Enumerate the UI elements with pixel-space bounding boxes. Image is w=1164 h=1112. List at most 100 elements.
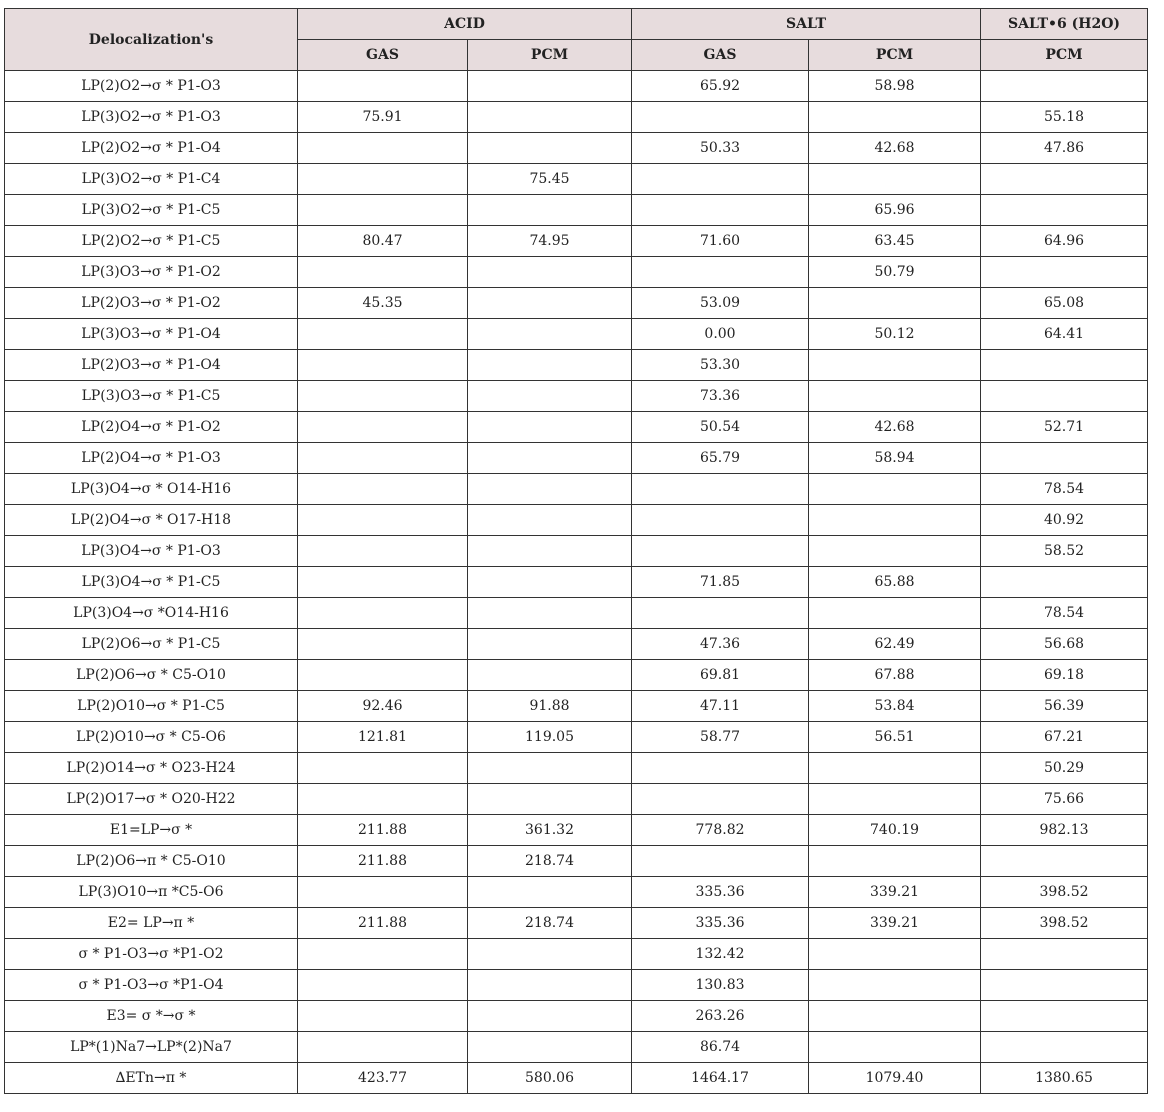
salt-pcm-cell: [808, 163, 982, 195]
acid-pcm-cell: [466, 752, 633, 784]
salt-pcm-cell: [808, 287, 982, 319]
salt-gas-cell: 778.82: [631, 814, 810, 846]
delocalization-label: LP(3)O4→σ *O14-H16: [4, 597, 298, 629]
acid-gas-cell: 211.88: [297, 814, 468, 846]
salt-pcm-cell: 1079.40: [808, 1062, 982, 1094]
acid-pcm-cell: [466, 442, 633, 474]
acid-gas-cell: [297, 318, 468, 350]
salt-hydrate-pcm-cell: 56.68: [980, 628, 1149, 660]
delocalization-label: LP(2)O4→σ * P1-O3: [4, 442, 298, 474]
salt-pcm-cell: [808, 783, 982, 815]
delocalization-label: LP(2)O17→σ * O20-H22: [4, 783, 298, 815]
salt-hydrate-pcm-cell: 56.39: [980, 690, 1149, 722]
salt-gas-cell: [631, 783, 810, 815]
acid-gas-cell: [297, 752, 468, 784]
acid-pcm-cell: [466, 566, 633, 598]
salt-hydrate-pcm-cell: 65.08: [980, 287, 1149, 319]
delocalization-label: LP(3)O3→σ * P1-C5: [4, 380, 298, 412]
delocalization-label: LP(2)O2→σ * P1-O3: [4, 70, 298, 102]
salt-hydrate-pcm-cell: [980, 938, 1149, 970]
salt-gas-cell: 53.30: [631, 349, 810, 381]
acid-pcm-cell: 91.88: [466, 690, 633, 722]
salt-gas-cell: 47.11: [631, 690, 810, 722]
acid-gas-cell: [297, 659, 468, 691]
table-row: ∆ETn→π * 423.77 580.06 1464.17 1079.40 1380.6…: [4, 1062, 1149, 1094]
salt-hydrate-pcm-cell: 75.66: [980, 783, 1149, 815]
acid-gas-cell: [297, 132, 468, 164]
acid-pcm-cell: [466, 659, 633, 691]
table-row: LP(2)O10→σ * P1-C5 92.46 91.88 47.11 53.84 56…: [4, 690, 1149, 722]
acid-pcm-cell: [466, 70, 633, 102]
acid-gas-cell: 92.46: [297, 690, 468, 722]
delocalization-label: LP(2)O10→σ * P1-C5: [4, 690, 298, 722]
header-acid-pcm: PCM: [466, 39, 633, 71]
acid-pcm-cell: [466, 1031, 633, 1063]
header-salt: SALT: [631, 8, 982, 40]
salt-hydrate-pcm-cell: 64.96: [980, 225, 1149, 257]
table-row: LP(3)O10→π *C5-O6 335.36 339.21 398.52: [4, 876, 1149, 908]
table-row: LP(2)O6→π * C5-O10 211.88 218.74: [4, 845, 1149, 877]
acid-gas-cell: [297, 349, 468, 381]
salt-hydrate-pcm-cell: 55.18: [980, 101, 1149, 133]
acid-gas-cell: [297, 442, 468, 474]
acid-gas-cell: [297, 938, 468, 970]
salt-hydrate-pcm-cell: 64.41: [980, 318, 1149, 350]
table-row: σ * P1-O3→σ *P1-O4 130.83: [4, 969, 1149, 1001]
table-row: LP(3)O2→σ * P1-C5 65.96: [4, 194, 1149, 226]
delocalization-table: Delocalization's ACID SALT SALT•6 (H2O) …: [4, 8, 1149, 1094]
acid-pcm-cell: 580.06: [466, 1062, 633, 1094]
acid-pcm-cell: [466, 876, 633, 908]
table-row: LP(2)O3→σ * P1-O2 45.35 53.09 65.08: [4, 287, 1149, 319]
salt-gas-cell: [631, 101, 810, 133]
delocalization-label: E2= LP→π *: [4, 907, 298, 939]
table-row: LP(2)O17→σ * O20-H22 75.66: [4, 783, 1149, 815]
acid-gas-cell: [297, 969, 468, 1001]
salt-pcm-cell: [808, 752, 982, 784]
salt-gas-cell: [631, 504, 810, 536]
salt-hydrate-pcm-cell: [980, 442, 1149, 474]
acid-gas-cell: [297, 566, 468, 598]
salt-gas-cell: [631, 163, 810, 195]
acid-gas-cell: [297, 504, 468, 536]
salt-hydrate-pcm-cell: 78.54: [980, 597, 1149, 629]
salt-pcm-cell: [808, 504, 982, 536]
salt-gas-cell: 71.85: [631, 566, 810, 598]
delocalization-label: LP(2)O2→σ * P1-O4: [4, 132, 298, 164]
delocalization-label: LP(3)O2→σ * P1-C5: [4, 194, 298, 226]
salt-pcm-cell: 62.49: [808, 628, 982, 660]
delocalization-label: LP(2)O6→σ * P1-C5: [4, 628, 298, 660]
acid-pcm-cell: 218.74: [466, 845, 633, 877]
salt-gas-cell: 86.74: [631, 1031, 810, 1063]
salt-gas-cell: 73.36: [631, 380, 810, 412]
delocalization-label: LP(2)O10→σ * C5-O6: [4, 721, 298, 753]
delocalization-label: LP(3)O3→σ * P1-O4: [4, 318, 298, 350]
salt-gas-cell: 335.36: [631, 876, 810, 908]
table-body: LP(2)O2→σ * P1-O3 65.92 58.98 LP(3)O2→σ * P…: [4, 70, 1149, 1094]
salt-hydrate-pcm-cell: 398.52: [980, 907, 1149, 939]
table-row: LP(2)O2→σ * P1-O4 50.33 42.68 47.86: [4, 132, 1149, 164]
salt-gas-cell: [631, 845, 810, 877]
acid-gas-cell: 121.81: [297, 721, 468, 753]
salt-hydrate-pcm-cell: [980, 70, 1149, 102]
salt-pcm-cell: 65.96: [808, 194, 982, 226]
salt-hydrate-pcm-cell: [980, 845, 1149, 877]
table-row: LP(2)O2→σ * P1-C5 80.47 74.95 71.60 63.45 64.…: [4, 225, 1149, 257]
delocalization-label: LP(3)O4→σ * O14-H16: [4, 473, 298, 505]
salt-pcm-cell: 50.79: [808, 256, 982, 288]
acid-pcm-cell: [466, 349, 633, 381]
acid-gas-cell: 423.77: [297, 1062, 468, 1094]
delocalization-label: LP(3)O2→σ * P1-C4: [4, 163, 298, 195]
table-row: LP(3)O2→σ * P1-O3 75.91 55.18: [4, 101, 1149, 133]
table-row: LP(2)O6→σ * P1-C5 47.36 62.49 56.68: [4, 628, 1149, 660]
salt-pcm-cell: [808, 845, 982, 877]
acid-pcm-cell: [466, 1000, 633, 1032]
salt-gas-cell: 65.92: [631, 70, 810, 102]
acid-gas-cell: [297, 783, 468, 815]
salt-gas-cell: 0.00: [631, 318, 810, 350]
table-row: LP(3)O4→σ * P1-O3 58.52: [4, 535, 1149, 567]
salt-pcm-cell: 65.88: [808, 566, 982, 598]
salt-hydrate-pcm-cell: [980, 1000, 1149, 1032]
salt-pcm-cell: 339.21: [808, 876, 982, 908]
delocalization-label: E1=LP→σ *: [4, 814, 298, 846]
acid-gas-cell: 45.35: [297, 287, 468, 319]
